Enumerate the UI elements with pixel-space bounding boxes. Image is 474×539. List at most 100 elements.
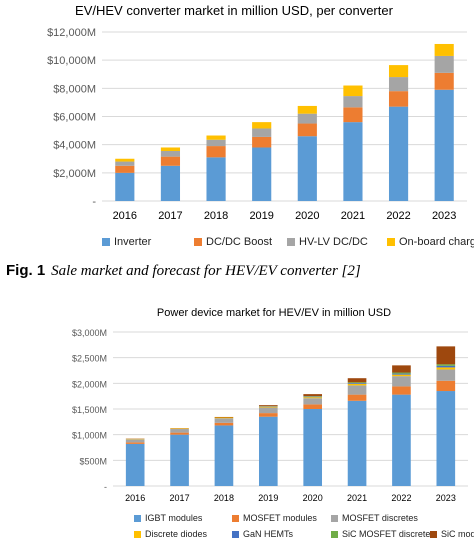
legend-label: Inverter [114,236,152,248]
bar-dc-dc-boost-2019 [252,136,272,148]
y-tick-label: $2,500M [72,354,107,364]
bar-discrete-diodes-2023 [436,367,456,370]
bar-igbt-modules-2018 [214,425,234,486]
bar-igbt-modules-2017 [170,434,189,486]
y-tick-label: $10,000M [47,55,96,67]
bar-mosfet-discretes-2020 [303,398,323,405]
chart-title: Power device market for HEV/EV in millio… [157,307,391,319]
x-tick-label: 2018 [204,210,228,222]
x-tick-label: 2020 [303,493,323,503]
bar-inverter-2019 [252,147,272,201]
bar-inverter-2022 [388,106,409,201]
bar-sic-mosfet-discretes-2020 [303,396,323,397]
bar-igbt-modules-2020 [303,409,323,486]
bar-mosfet-modules-2019 [258,413,278,417]
bar-inverter-2020 [297,136,317,201]
bar-dc-dc-boost-2023 [434,72,454,90]
bar-gan-hemts-2023 [436,365,456,368]
bar-sic-mosfet-discretes-2022 [392,372,411,374]
bar-discrete-diodes-2019 [258,406,278,408]
x-tick-label: 2016 [113,210,137,222]
bar-inverter-2023 [434,89,454,201]
bar-discrete-diodes-2017 [170,428,189,430]
bar-igbt-modules-2016 [125,443,145,486]
y-tick-label: $1,000M [72,431,107,441]
y-tick-label: $3,000M [72,328,107,338]
legend-label: HV-LV DC/DC [299,236,368,248]
bar-hv-lv-dc-dc-2022 [388,77,409,92]
x-tick-label: 2022 [386,210,410,222]
bar-sic-modules-2018 [214,416,234,418]
bar-mosfet-discretes-2021 [347,385,367,395]
y-tick-label: $2,000M [53,168,96,180]
bar-sic-modules-2022 [392,365,411,373]
bar-mosfet-discretes-2018 [214,418,234,423]
bar-dc-dc-boost-2016 [115,165,135,173]
converter-market-chart: EV/HEV converter market in million USD, … [47,3,474,248]
bar-mosfet-modules-2016 [125,442,145,444]
bar-dc-dc-boost-2021 [343,107,363,123]
legend-label: DC/DC Boost [206,236,272,248]
bar-sic-modules-2023 [436,346,456,365]
x-axis: 2016 2017 2018 2019 2020 2021 2022 2023 [125,493,456,503]
bar-on-board-charger-2023 [434,43,454,56]
bar-on-board-charger-2020 [297,105,317,114]
legend: Inverter DC/DC Boost HV-LV DC/DC On-board c… [102,236,474,248]
legend-swatch [232,515,239,522]
bar-on-board-charger-2021 [343,85,363,97]
bar-mosfet-modules-2017 [170,432,189,435]
legend-swatch [430,531,437,538]
legend-label: MOSFET modules [243,513,317,523]
x-tick-label: 2017 [158,210,182,222]
bar-dc-dc-boost-2020 [297,123,317,137]
bar-sic-mosfet-discretes-2021 [347,382,367,384]
legend-swatch [232,531,239,538]
bar-mosfet-modules-2022 [392,386,411,395]
caption-text: Sale market and forecast for HEV/EV conv… [51,263,361,279]
bar-igbt-modules-2021 [347,400,367,486]
x-tick-label: 2023 [436,493,456,503]
x-tick-label: 2021 [347,493,367,503]
bar-hv-lv-dc-dc-2023 [434,55,454,73]
x-tick-label: 2017 [170,493,190,503]
bar-hv-lv-dc-dc-2018 [206,139,226,147]
y-tick-label: $12,000M [47,27,96,39]
legend-label: On-board charger [399,236,474,248]
bar-discrete-diodes-2022 [392,374,411,377]
bar-sic-modules-2020 [303,394,323,397]
legend-swatch [134,531,141,538]
bar-inverter-2017 [160,165,181,201]
legend-label: GaN HEMTs [243,529,294,539]
legend-swatch [387,238,395,246]
legend-label: SiC modules [441,529,474,539]
x-tick-label: 2016 [125,493,145,503]
legend-label: Discrete diodes [145,529,208,539]
legend-label: SiC MOSFET discretes [342,529,435,539]
bar-hv-lv-dc-dc-2020 [297,113,317,124]
bar-on-board-charger-2018 [206,135,226,140]
bar-gan-hemts-2021 [347,383,367,384]
legend-swatch [331,531,338,538]
x-tick-label: 2020 [295,210,319,222]
x-tick-label: 2019 [258,493,278,503]
bar-on-board-charger-2019 [252,122,272,129]
bar-sic-modules-2019 [258,405,278,407]
y-tick-label: $2,000M [72,379,107,389]
x-tick-label: 2018 [214,493,234,503]
legend-label: IGBT modules [145,513,203,523]
bar-igbt-modules-2019 [258,416,278,486]
legend-swatch [102,238,110,246]
x-tick-label: 2023 [432,210,456,222]
legend-label: MOSFET discretes [342,513,418,523]
bar-dc-dc-boost-2018 [206,146,226,158]
bar-mosfet-discretes-2016 [125,439,145,443]
y-tick-label: - [104,482,107,492]
bar-dc-dc-boost-2022 [388,91,409,107]
bar-discrete-diodes-2021 [347,383,367,386]
y-tick-label: $8,000M [53,83,96,95]
bar-discrete-diodes-2018 [214,417,234,419]
bar-on-board-charger-2022 [388,65,409,78]
y-tick-label: $6,000M [53,112,96,124]
bar-inverter-2016 [115,172,135,201]
bar-mosfet-discretes-2022 [392,376,411,387]
